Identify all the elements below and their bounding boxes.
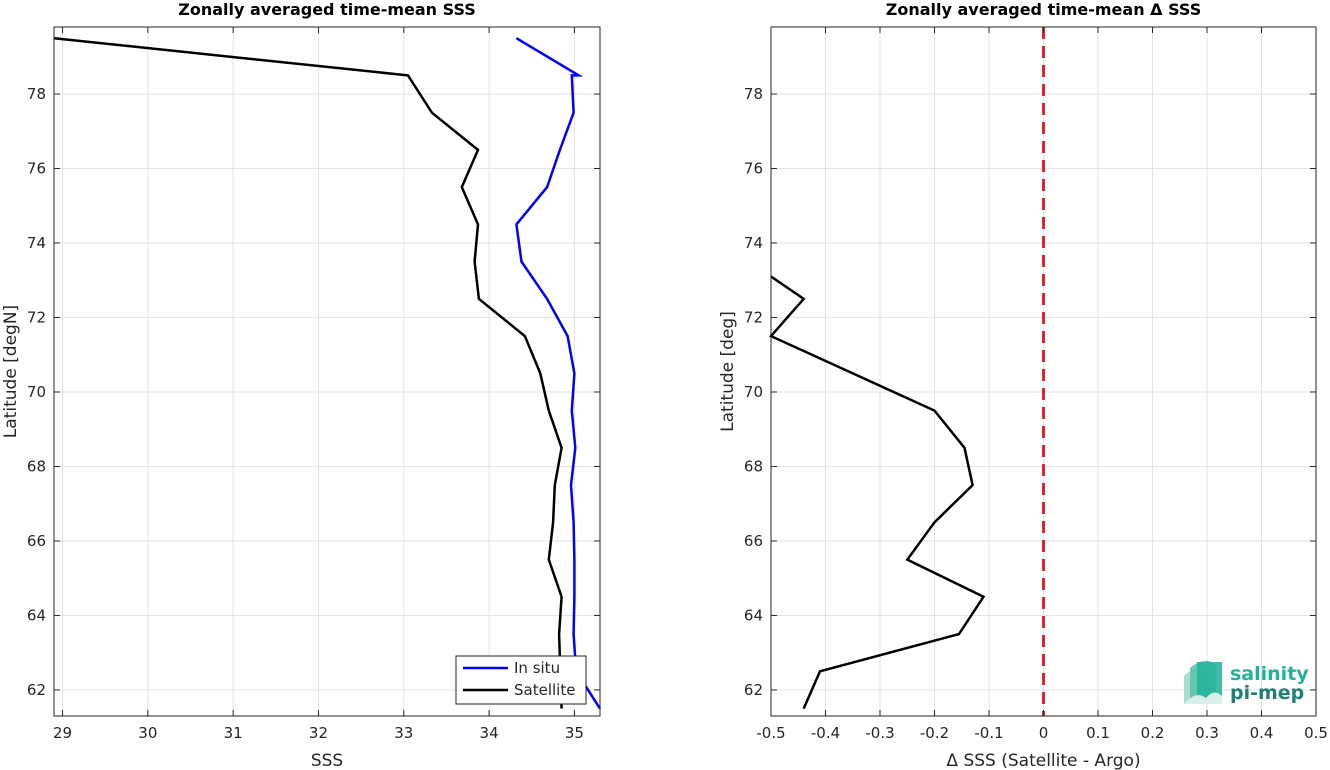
right-ytick-label: 68 xyxy=(744,457,763,475)
right-xtick-label: 0 xyxy=(1039,724,1049,742)
left-grid xyxy=(54,27,600,716)
left-ytick-label: 64 xyxy=(27,606,46,624)
right-xtick-label: -0.1 xyxy=(974,724,1003,742)
right-xtick-label: 0.4 xyxy=(1250,724,1274,742)
left-axes-frame xyxy=(53,26,601,717)
logo-wave-icon xyxy=(1184,660,1222,704)
left-xtick-label: 32 xyxy=(309,724,328,742)
right-axes: -0.5 -0.4 -0.3 -0.2 -0.1 0 0.1 0.2 0.3 0.4 0.5 62 64… xyxy=(718,0,1328,770)
left-axes: 29 30 31 32 33 34 35 62 64 66 68 70 72 74 76 78 Zonally … xyxy=(1,0,602,770)
right-ytick-label: 62 xyxy=(744,681,763,699)
left-ytick-label: 76 xyxy=(27,160,46,178)
legend-label-satellite: Satellite xyxy=(514,681,575,699)
right-xtick-label: 0.1 xyxy=(1086,724,1110,742)
right-xtick-label: 0.5 xyxy=(1304,724,1328,742)
right-ytick-label: 64 xyxy=(744,606,763,624)
left-chart-title: Zonally averaged time-mean SSS xyxy=(178,0,476,19)
left-xtick-label: 30 xyxy=(138,724,157,742)
left-x-axis-label: SSS xyxy=(311,751,343,770)
right-xtick-label: -0.4 xyxy=(811,724,840,742)
left-series-line-satellite xyxy=(53,36,563,709)
left-ytick-label: 66 xyxy=(27,532,46,550)
left-y-axis-label: Latitude [degN] xyxy=(1,305,21,438)
right-ytick-label: 70 xyxy=(744,383,763,401)
right-ytick-label: 78 xyxy=(744,85,763,103)
right-ytick-label: 72 xyxy=(744,308,763,326)
left-xtick-label: 34 xyxy=(480,724,499,742)
right-x-axis-label: Δ SSS (Satellite - Argo) xyxy=(946,751,1140,770)
salinity-pi-mep-logo: salinity pi-mep xyxy=(1184,660,1309,704)
left-plot-area xyxy=(54,27,600,716)
left-xtick-label: 29 xyxy=(53,724,72,742)
right-ytick-label: 76 xyxy=(744,160,763,178)
right-xtick-label: -0.2 xyxy=(920,724,949,742)
left-ytick-label: 70 xyxy=(27,383,46,401)
left-ytick-label: 68 xyxy=(27,457,46,475)
left-ytick-label: 78 xyxy=(27,85,46,103)
logo-text-pi-mep: pi-mep xyxy=(1230,682,1304,704)
legend-box xyxy=(455,655,587,705)
right-xtick-label: -0.5 xyxy=(756,724,785,742)
legend-label-in-situ: In situ xyxy=(514,659,560,677)
left-ytick-label: 74 xyxy=(27,234,46,252)
right-xtick-label: -0.3 xyxy=(865,724,894,742)
right-xtick-label: 0.2 xyxy=(1141,724,1165,742)
left-ytick-label: 72 xyxy=(27,308,46,326)
left-series-line-in-situ xyxy=(515,37,602,710)
right-series-line-0 xyxy=(768,275,986,710)
right-y-axis-label: Latitude [deg] xyxy=(718,311,738,432)
left-xtick-label: 35 xyxy=(565,724,584,742)
legend: In situ Satellite xyxy=(455,655,587,705)
right-chart-title: Zonally averaged time-mean Δ SSS xyxy=(886,0,1202,19)
left-ytick-label: 62 xyxy=(27,681,46,699)
left-xtick-label: 33 xyxy=(394,724,413,742)
logo-text-salinity: salinity xyxy=(1230,663,1309,685)
left-xtick-label: 31 xyxy=(224,724,243,742)
right-ytick-label: 66 xyxy=(744,532,763,550)
right-ytick-label: 74 xyxy=(744,234,763,252)
right-xtick-label: 0.3 xyxy=(1195,724,1219,742)
